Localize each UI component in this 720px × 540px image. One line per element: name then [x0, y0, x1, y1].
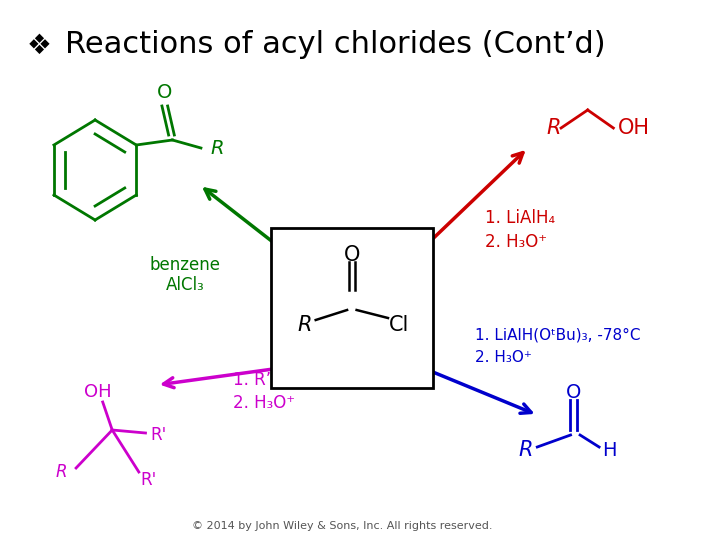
Text: H: H: [602, 441, 616, 460]
Text: Cl: Cl: [390, 315, 410, 335]
Text: R: R: [518, 440, 533, 460]
Text: 2. H₃O⁺: 2. H₃O⁺: [485, 233, 547, 251]
Text: OH: OH: [618, 118, 650, 138]
Text: benzene: benzene: [150, 256, 221, 274]
Text: 1. LiAlH(OᵗBu)₃, -78°C: 1. LiAlH(OᵗBu)₃, -78°C: [475, 327, 641, 342]
Text: O: O: [157, 84, 173, 103]
Text: AlCl₃: AlCl₃: [166, 276, 204, 294]
Text: R: R: [297, 315, 312, 335]
Text: ❖: ❖: [27, 32, 52, 60]
Text: R: R: [546, 118, 561, 138]
Text: OH: OH: [84, 383, 112, 401]
Text: 1. LiAlH₄: 1. LiAlH₄: [485, 209, 555, 227]
Text: R: R: [55, 463, 66, 481]
Text: © 2014 by John Wiley & Sons, Inc. All rights reserved.: © 2014 by John Wiley & Sons, Inc. All ri…: [192, 521, 492, 531]
Text: O: O: [566, 383, 581, 402]
Text: 2. H₃O⁺: 2. H₃O⁺: [475, 350, 532, 366]
Text: R: R: [210, 138, 224, 158]
Text: R': R': [140, 471, 157, 489]
Text: 2. H₃O⁺: 2. H₃O⁺: [233, 394, 295, 412]
Text: O: O: [343, 245, 360, 265]
Bar: [271, 228, 433, 388]
Text: Reactions of acyl chlorides (Cont’d): Reactions of acyl chlorides (Cont’d): [65, 30, 606, 59]
Text: 1. R’MgX: 1. R’MgX: [233, 371, 307, 389]
Text: R': R': [150, 426, 166, 444]
